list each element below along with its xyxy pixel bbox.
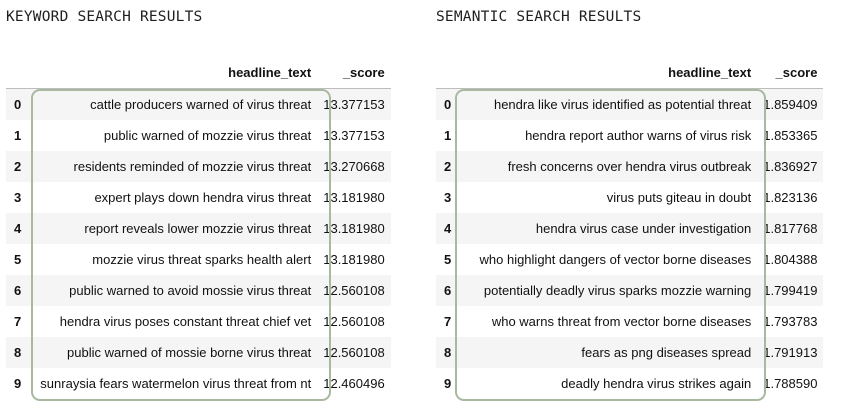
row-index: 1	[14, 128, 22, 143]
score-column-header: _score	[317, 56, 391, 89]
table-row: 4 hendra virus case under investigation 1.…	[436, 213, 824, 244]
semantic-results-title: SEMANTIC SEARCH RESULTS	[436, 9, 642, 25]
headline-cell: hendra like virus identified as potentia…	[493, 97, 752, 112]
headline-cell: cattle producers warned of virus threat	[90, 97, 312, 112]
table-header-row: headline_text _score	[6, 56, 391, 89]
headline-cell: expert plays down hendra virus threat	[94, 190, 312, 205]
score-cell: 1.859409	[763, 97, 818, 112]
table-row: 7 who warns threat from vector borne dise…	[436, 306, 823, 337]
table-row: 4 report reveals lower mozzie virus threa…	[6, 213, 391, 244]
score-cell: 1.823136	[763, 190, 818, 205]
keyword-results-table: headline_text _score 0 cattle producers w…	[6, 56, 391, 399]
row-index: 8	[444, 345, 452, 360]
score-cell: 1.853365	[763, 128, 818, 143]
row-index: 2	[444, 159, 452, 174]
table-row: 3 virus puts giteau in doubt 1.823136	[436, 182, 823, 213]
keyword-results-body: 0 cattle producers warned of virus threat…	[6, 88, 391, 400]
score-cell: 13.377153	[323, 128, 385, 143]
row-index: 7	[14, 314, 22, 329]
score-cell: 1.791913	[763, 345, 818, 360]
table-row: 3 expert plays down hendra virus threat 13…	[6, 182, 391, 213]
row-index: 0	[14, 97, 22, 112]
row-index: 4	[444, 221, 452, 236]
headline-cell: report reveals lower mozzie virus threat	[84, 221, 312, 236]
row-index: 4	[14, 221, 22, 236]
score-cell: 13.181980	[323, 221, 385, 236]
headline-cell: public warned of mossie borne virus thre…	[67, 345, 312, 360]
headline-column-header: headline_text	[27, 56, 318, 89]
score-cell: 1.799419	[763, 283, 818, 298]
score-cell: 1.836927	[763, 159, 818, 174]
headline-cell: mozzie virus threat sparks health alert	[92, 252, 312, 267]
headline-cell: hendra report author warns of virus risk	[525, 128, 752, 143]
row-index: 9	[444, 376, 452, 391]
headline-cell: residents reminded of mozzie virus threa…	[73, 159, 312, 174]
headline-cell: hendra virus case under investigation	[535, 221, 752, 236]
score-cell: 13.270668	[323, 159, 385, 174]
row-index: 5	[14, 252, 22, 267]
row-index: 3	[444, 190, 452, 205]
table-row: 9 sunraysia fears watermelon virus threat…	[6, 368, 391, 399]
score-cell: 12.560108	[323, 283, 385, 298]
row-index: 0	[444, 97, 452, 112]
row-index: 5	[444, 252, 452, 267]
table-row: 0 cattle producers warned of virus threat…	[6, 88, 391, 120]
score-cell: 1.804388	[763, 252, 818, 267]
table-row: 8 fears as png diseases spread 1.791913	[436, 337, 824, 368]
headline-cell: fresh concerns over hendra virus outbrea…	[507, 159, 752, 174]
score-cell: 1.793783	[763, 314, 818, 329]
row-index: 3	[14, 190, 22, 205]
table-row: 9 deadly hendra virus strikes again 1.7885…	[436, 368, 823, 399]
table-row: 0 hendra like virus identified as potenti…	[436, 88, 824, 120]
table-row: 5 mozzie virus threat sparks health alert…	[6, 244, 391, 275]
score-cell: 1.788590	[763, 376, 818, 391]
headline-cell: public warned to avoid mossie virus thre…	[69, 283, 312, 298]
table-header-row: headline_text _score	[436, 56, 824, 89]
table-row: 1 public warned of mozzie virus threat 13.…	[6, 120, 391, 151]
index-column-header	[436, 56, 458, 89]
score-column-header: _score	[757, 56, 824, 89]
row-index: 6	[14, 283, 22, 298]
keyword-results-title: KEYWORD SEARCH RESULTS	[6, 9, 203, 25]
headline-cell: who highlight dangers of vector borne di…	[479, 252, 752, 267]
row-index: 7	[444, 314, 452, 329]
row-index: 1	[444, 128, 452, 143]
row-index: 8	[14, 345, 22, 360]
index-column-header	[6, 56, 28, 89]
table-row: 2 fresh concerns over hendra virus outbre…	[436, 151, 824, 182]
table-row: 2 residents reminded of mozzie virus thre…	[6, 151, 391, 182]
row-index: 2	[14, 159, 22, 174]
score-cell: 12.460496	[323, 376, 385, 391]
headline-cell: who warns threat from vector borne disea…	[491, 314, 752, 329]
table-row: 1 hendra report author warns of virus ris…	[436, 120, 823, 151]
row-index: 9	[14, 376, 22, 391]
headline-cell: virus puts giteau in doubt	[606, 190, 752, 205]
table-row: 6 potentially deadly virus sparks mozzie …	[436, 275, 824, 306]
score-cell: 1.817768	[763, 221, 818, 236]
score-cell: 13.377153	[323, 97, 385, 112]
table-row: 7 hendra virus poses constant threat chie…	[6, 306, 391, 337]
score-cell: 13.181980	[323, 190, 385, 205]
score-cell: 12.560108	[323, 345, 385, 360]
headline-cell: deadly hendra virus strikes again	[561, 376, 752, 391]
headline-column-header: headline_text	[457, 56, 758, 89]
table-row: 5 who highlight dangers of vector borne d…	[436, 244, 823, 275]
headline-cell: potentially deadly virus sparks mozzie w…	[483, 283, 752, 298]
semantic-results-body: 0 hendra like virus identified as potenti…	[436, 88, 824, 400]
headline-cell: fears as png diseases spread	[581, 345, 752, 360]
headline-cell: hendra virus poses constant threat chief…	[59, 314, 312, 329]
table-row: 6 public warned to avoid mossie virus thr…	[6, 275, 391, 306]
table-row: 8 public warned of mossie borne virus thr…	[6, 337, 391, 368]
row-index: 6	[444, 283, 452, 298]
score-cell: 12.560108	[323, 314, 385, 329]
headline-cell: sunraysia fears watermelon virus threat …	[40, 376, 312, 391]
semantic-results-table: headline_text _score 0 hendra like virus …	[436, 56, 824, 400]
score-cell: 13.181980	[323, 252, 385, 267]
headline-cell: public warned of mozzie virus threat	[103, 128, 312, 143]
